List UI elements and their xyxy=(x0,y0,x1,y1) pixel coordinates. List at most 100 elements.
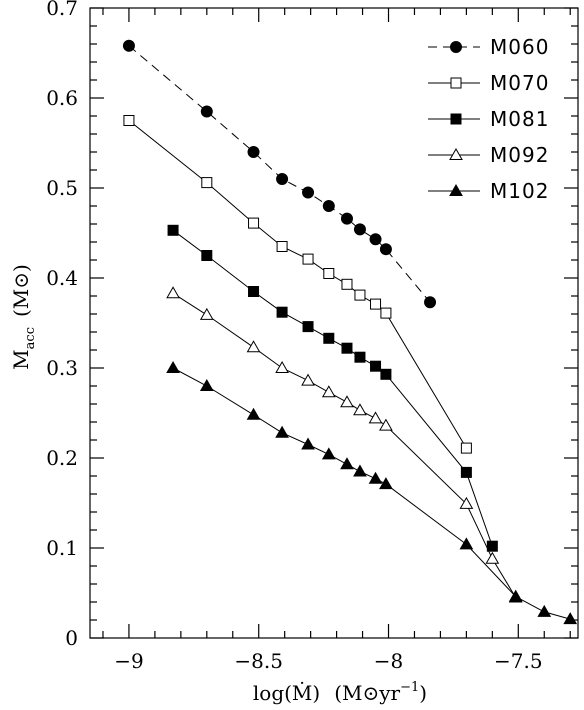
data-point xyxy=(368,471,383,484)
data-point xyxy=(247,146,260,158)
x-tick-label: −7.5 xyxy=(494,649,543,673)
data-point xyxy=(275,425,289,438)
legend-item-m081: M081 xyxy=(428,107,549,131)
data-point xyxy=(460,442,472,454)
data-point xyxy=(248,286,260,297)
x-tick-label: −9 xyxy=(114,649,143,673)
legend-item-m092: M092 xyxy=(428,143,549,167)
data-point xyxy=(486,540,498,552)
data-point xyxy=(424,296,437,309)
data-point xyxy=(379,243,392,256)
legend-label: M092 xyxy=(490,143,549,167)
data-point xyxy=(301,437,315,450)
y-axis: 0 0.1 0.2 0.3 0.4 0.5 0.6 0.7 xyxy=(46,0,578,650)
data-point xyxy=(380,368,392,380)
data-point xyxy=(166,286,180,299)
data-point xyxy=(201,177,213,189)
data-point xyxy=(276,306,288,318)
series-line xyxy=(172,367,571,620)
series-m102 xyxy=(166,360,578,625)
data-point xyxy=(354,289,366,301)
legend-item-m060: M060 xyxy=(428,35,548,59)
y-axis-label: Macc(M⊙) xyxy=(9,264,38,370)
legend-label: M102 xyxy=(490,179,549,203)
plot-frame xyxy=(89,7,579,639)
data-point xyxy=(301,373,315,386)
legend: M060 M070 M081 M092 M102 xyxy=(428,35,549,203)
data-point xyxy=(123,115,135,126)
y-tick-label: 0.4 xyxy=(46,266,78,290)
data-point xyxy=(199,378,214,391)
x-tick-label: −8.5 xyxy=(234,649,283,673)
data-point xyxy=(302,186,315,199)
legend-marker xyxy=(450,77,462,89)
x-axis: −9 −8.5 −8 −7.5 xyxy=(102,8,571,673)
data-point xyxy=(459,537,474,550)
series-m070 xyxy=(123,115,472,454)
legend-marker xyxy=(450,113,462,125)
y-tick-label: 0.3 xyxy=(46,356,78,380)
x-tick-label: −8 xyxy=(374,649,403,673)
data-point xyxy=(354,351,366,363)
data-point xyxy=(321,385,336,398)
data-point xyxy=(199,307,214,320)
data-point xyxy=(321,447,336,460)
data-point xyxy=(323,332,335,344)
data-point xyxy=(460,466,472,478)
data-point xyxy=(369,233,382,246)
x-axis-label: log(Ṁ) (M⊙yr−1) xyxy=(253,680,427,705)
data-point xyxy=(122,39,135,52)
data-point xyxy=(200,105,213,118)
data-point xyxy=(276,173,289,185)
data-point xyxy=(246,340,261,353)
legend-marker xyxy=(450,41,462,53)
legend-marker xyxy=(449,147,463,160)
legend-label: M070 xyxy=(490,71,549,95)
data-point xyxy=(166,360,180,373)
y-tick-label: 0.7 xyxy=(46,0,78,20)
data-point xyxy=(370,298,382,310)
data-point xyxy=(248,217,260,229)
data-point xyxy=(379,477,393,490)
series-m081 xyxy=(167,224,498,552)
data-point xyxy=(302,253,314,265)
series-line xyxy=(172,229,493,547)
series-m060 xyxy=(122,39,437,309)
y-tick-label: 0.5 xyxy=(46,176,78,200)
data-point xyxy=(323,268,335,279)
data-point xyxy=(508,589,523,602)
data-point xyxy=(167,224,179,236)
data-point xyxy=(563,612,578,625)
data-point xyxy=(341,278,353,290)
data-point xyxy=(246,407,261,420)
y-tick-label: 0 xyxy=(65,626,78,650)
data-point xyxy=(340,212,353,225)
data-point xyxy=(340,457,354,470)
data-point xyxy=(302,321,314,333)
legend-label: M081 xyxy=(490,107,549,131)
data-point xyxy=(276,241,288,252)
series-line xyxy=(128,120,467,449)
data-point xyxy=(353,464,367,477)
series-m092 xyxy=(166,286,523,603)
data-point xyxy=(485,551,500,564)
plot-border xyxy=(89,7,579,639)
data-point xyxy=(340,395,354,408)
data-point xyxy=(379,418,393,431)
data-point xyxy=(353,403,367,416)
data-point xyxy=(537,604,552,617)
data-point xyxy=(341,342,353,354)
y-tick-label: 0.6 xyxy=(46,86,78,110)
y-tick-label: 0.1 xyxy=(46,536,78,560)
y-tick-label: 0.2 xyxy=(46,446,78,470)
data-point xyxy=(322,200,335,212)
data-point xyxy=(459,496,474,509)
data-point xyxy=(380,307,392,319)
data-point xyxy=(201,250,213,261)
data-point xyxy=(370,360,382,372)
data-point xyxy=(275,360,289,373)
data-point xyxy=(368,411,383,424)
legend-item-m102: M102 xyxy=(428,179,549,203)
series-layer xyxy=(122,39,578,625)
